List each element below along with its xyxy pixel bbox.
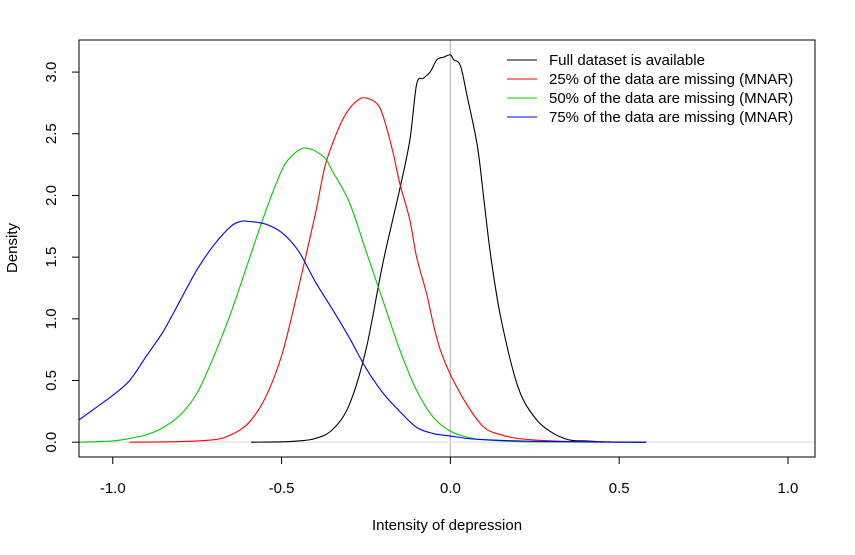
y-tick-label: 1.0 [43, 308, 60, 329]
series-lines [79, 54, 647, 443]
y-axis: 0.0 0.5 1.0 1.5 2.0 2.5 3.0 [43, 62, 79, 453]
y-tick-label: 0.5 [43, 370, 60, 391]
y-tick-label: 2.0 [43, 185, 60, 206]
series-line-1 [251, 54, 647, 443]
reference-lines [79, 40, 815, 457]
legend-label: 75% of the data are missing (MNAR) [549, 109, 793, 126]
y-tick-label: 0.0 [43, 432, 60, 453]
legend: Full dataset is available 25% of the data… [507, 52, 793, 126]
legend-label: 50% of the data are missing (MNAR) [549, 90, 793, 107]
legend-label: 25% of the data are missing (MNAR) [549, 71, 793, 88]
legend-label: Full dataset is available [549, 52, 705, 69]
y-tick-label: 3.0 [43, 62, 60, 83]
x-tick-label: 0.0 [440, 480, 461, 497]
series-line-3 [79, 147, 647, 443]
series-line-4 [79, 220, 647, 443]
x-axis-label: Intensity of depression [372, 517, 522, 534]
x-tick-label: -0.5 [269, 480, 295, 497]
x-tick-label: 1.0 [778, 480, 799, 497]
x-tick-label: 0.5 [609, 480, 630, 497]
y-axis-label: Density [4, 222, 21, 273]
y-tick-label: 1.5 [43, 247, 60, 268]
x-tick-label: -1.0 [100, 480, 126, 497]
series-line-2 [129, 97, 647, 443]
y-tick-label: 2.5 [43, 123, 60, 144]
plot-frame [78, 39, 816, 458]
x-axis: -1.0 -0.5 0.0 0.5 1.0 [100, 457, 799, 497]
